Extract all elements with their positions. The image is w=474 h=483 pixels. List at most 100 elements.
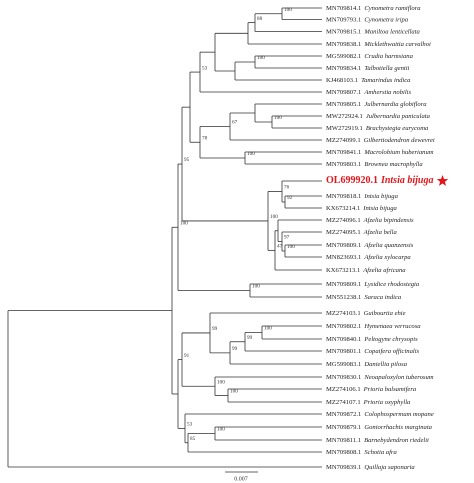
species: Saraca indica <box>364 294 402 301</box>
accession: MG599082.1 <box>326 53 361 60</box>
species: Prioria oxyphylla <box>363 399 411 406</box>
taxon-label: MN709872.1 Colophospermum mopane <box>326 411 434 418</box>
taxon-label: MN709838.1 Micklethwaitia carvalhoi <box>326 41 431 48</box>
star-marker <box>436 175 449 186</box>
taxon-label: MZ274095.1 Afzelia bella <box>326 229 397 236</box>
species: Afzelia bella <box>363 229 398 236</box>
accession: KX673213.1 <box>326 267 360 274</box>
taxon-label: OL699920.1 Intsia bijuga <box>326 175 433 186</box>
support-value: 88 <box>257 16 263 22</box>
taxon-label: MN709814.1 Cynometra ramiflora <box>326 5 421 12</box>
species: Barnebydendron riedelii <box>364 437 429 444</box>
support-value: 100 <box>270 214 278 220</box>
species: Prioria balsamifera <box>363 386 417 393</box>
taxon-label: MN709809.1 Afzelia quanzensis <box>326 242 414 249</box>
support-value: 67 <box>232 120 238 126</box>
support-value: 100 <box>257 55 265 61</box>
accession: MN709808.1 <box>326 449 361 456</box>
species: Copaifera officinalis <box>364 348 419 355</box>
support-value: 92 <box>287 195 293 201</box>
taxon-label: MN709879.1 Goniorrhachis marginata <box>326 424 433 431</box>
support-value: 85 <box>190 436 196 442</box>
taxon-label: KX673214.1 Intsia bijuga <box>326 205 397 212</box>
support-value: 100 <box>264 326 272 332</box>
accession: MW272924.1 <box>326 113 363 120</box>
taxon-label: MN823693.1 Afzelia xylocarpa <box>326 254 411 261</box>
taxon-label: MZ274103.1 Guibourtia ehie <box>326 310 406 317</box>
accession: MN709809.1 <box>326 242 361 249</box>
species: Colophospermum mopane <box>364 411 433 418</box>
species: Julbernardia paniculata <box>366 113 431 120</box>
accession: MN709839.1 <box>326 464 361 471</box>
accession: MZ274096.1 <box>326 217 361 224</box>
taxon-label: MN709801.1 Copaifera officinalis <box>326 348 420 355</box>
accession: MZ274103.1 <box>326 310 361 317</box>
taxon-label: KJ468103.1 Tamarindus indica <box>326 77 411 84</box>
taxon-label: MN709803.1 Brownea macrophylla <box>326 161 423 168</box>
species: Neoapaloxylon tuberosum <box>363 374 433 381</box>
accession: MN709834.1 <box>326 65 361 72</box>
taxon-label: MZ274106.1 Prioria balsamifera <box>326 386 417 393</box>
support-value: 53 <box>187 422 193 428</box>
taxon-label: MN709818.1 Intsia bijuga <box>326 193 399 200</box>
taxon-label: MN551238.1 Saraca indica <box>326 294 402 301</box>
species: Daniellia pilosa <box>363 361 407 368</box>
accession: MN709814.1 <box>326 5 361 12</box>
species: Afzelia africana <box>362 267 406 274</box>
accession: MN709807.1 <box>326 89 361 96</box>
species: Intsia bijuga <box>362 205 397 212</box>
species: Afzelia quanzensis <box>363 242 413 249</box>
accession: MN709818.1 <box>326 193 361 200</box>
support-value: 99 <box>247 335 253 341</box>
accession: MN709840.1 <box>326 336 361 343</box>
species: Schotia afra <box>364 449 397 456</box>
support-value: 100 <box>284 7 292 13</box>
species: Afzelia xylocarpa <box>363 254 411 261</box>
accession: MN709793.1 <box>326 16 361 23</box>
support-value: 99 <box>232 346 238 352</box>
species: Micklethwaitia carvalhoi <box>363 41 431 48</box>
species: Afzelia bipindensis <box>363 217 414 224</box>
accession: MN709803.1 <box>326 161 361 168</box>
taxon-label: MG599083.1 Daniellia pilosa <box>326 361 408 368</box>
species: Quillaja saponaria <box>364 464 415 471</box>
accession: MN709805.1 <box>326 101 361 108</box>
support-value: 100 <box>230 389 238 395</box>
species: Brownea macrophylla <box>364 161 423 168</box>
species: Maniltoa lenticellata <box>363 28 420 35</box>
taxon-label: MZ274107.1 Prioria oxyphylla <box>326 399 411 406</box>
taxon-label: MN709834.1 Talbotiella gentii <box>326 65 410 72</box>
accession: MN709841.1 <box>326 149 361 156</box>
taxon-label: MN709830.1 Neoapaloxylon tuberosum <box>326 374 434 381</box>
accession: MN709801.1 <box>326 348 361 355</box>
taxon-label: MG599082.1 Crudia harmsiana <box>326 53 414 60</box>
species: Intsia bijuga <box>363 193 398 200</box>
accession: MN709815.1 <box>326 28 361 35</box>
accession: MN709879.1 <box>326 424 361 431</box>
taxon-label: MN709815.1 Maniltoa lenticellata <box>326 28 421 35</box>
species: Cynometra ramiflora <box>364 5 421 12</box>
taxon-label: KX673213.1 Afzelia africana <box>326 267 406 274</box>
accession: MN709872.1 <box>326 411 361 418</box>
species: Cynometra iripa <box>364 16 408 23</box>
taxon-label: MN709811.1 Barnebydendron riedelii <box>326 437 429 444</box>
species: Brachystegia eurycoma <box>366 125 429 132</box>
accession: MN823693.1 <box>326 254 361 261</box>
taxon-label: MN709805.1 Julbernardia globiflora <box>326 101 427 108</box>
accession: KJ468103.1 <box>326 77 358 84</box>
accession: MZ274107.1 <box>326 399 361 406</box>
support-value: 99 <box>212 326 218 332</box>
accession: MN709802.1 <box>326 323 361 330</box>
support-value: 91 <box>184 353 190 359</box>
taxon-label: MN709808.1 Schotia afra <box>326 449 397 456</box>
accession: MZ274099.1 <box>326 137 361 144</box>
support-value: 76 <box>284 185 290 191</box>
accession: MZ274106.1 <box>326 386 361 393</box>
species: Macrolobium huberianum <box>363 149 433 156</box>
support-value: 97 <box>284 235 290 241</box>
species: Lysidice rhodostegia <box>363 281 420 288</box>
accession: MN551238.1 <box>326 294 361 301</box>
accession: KX673214.1 <box>326 205 360 212</box>
species: Peltogyne chrysopis <box>363 336 418 343</box>
support-value: 100 <box>287 244 295 250</box>
